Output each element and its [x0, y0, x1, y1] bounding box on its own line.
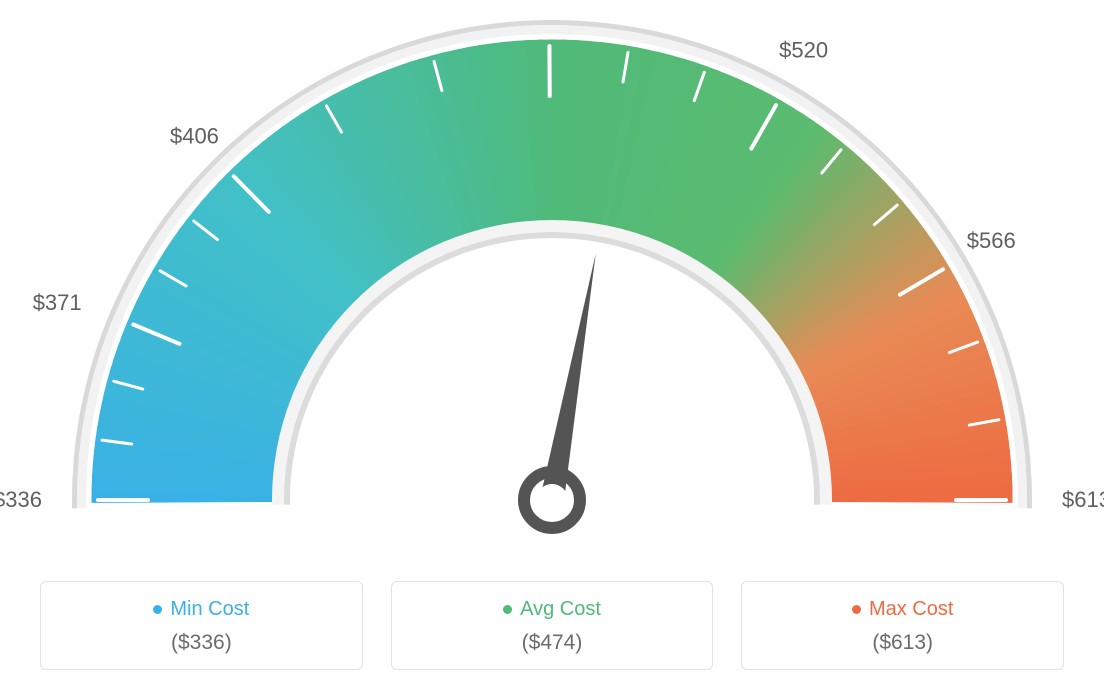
gauge-tick-label: $406 [170, 123, 219, 148]
avg-cost-title: Avg Cost [503, 598, 601, 621]
avg-cost-value: ($474) [402, 631, 703, 655]
max-cost-card: Max Cost ($613) [741, 581, 1064, 670]
cost-gauge-chart: $336$371$406$474$520$566$613 Min Cost ($… [0, 0, 1104, 690]
min-cost-value: ($336) [51, 631, 352, 655]
gauge-tick-label: $520 [779, 37, 828, 62]
avg-cost-label: Avg Cost [520, 598, 601, 621]
summary-cards: Min Cost ($336) Avg Cost ($474) Max Cost… [0, 581, 1104, 670]
gauge-needle [540, 254, 596, 502]
gauge-tick-label: $566 [967, 228, 1016, 253]
avg-dot-icon [503, 605, 512, 614]
gauge-tick-label: $371 [33, 290, 82, 315]
gauge-tick-label: $336 [0, 487, 42, 512]
min-cost-card: Min Cost ($336) [40, 581, 363, 670]
gauge-tick-label: $613 [1062, 487, 1104, 512]
min-dot-icon [153, 605, 162, 614]
avg-cost-card: Avg Cost ($474) [391, 581, 714, 670]
max-cost-value: ($613) [752, 631, 1053, 655]
min-cost-label: Min Cost [170, 598, 249, 621]
gauge-svg: $336$371$406$474$520$566$613 [0, 0, 1104, 560]
gauge-area: $336$371$406$474$520$566$613 [0, 0, 1104, 560]
max-cost-title: Max Cost [852, 598, 953, 621]
max-cost-label: Max Cost [869, 598, 953, 621]
max-dot-icon [852, 605, 861, 614]
min-cost-title: Min Cost [153, 598, 249, 621]
